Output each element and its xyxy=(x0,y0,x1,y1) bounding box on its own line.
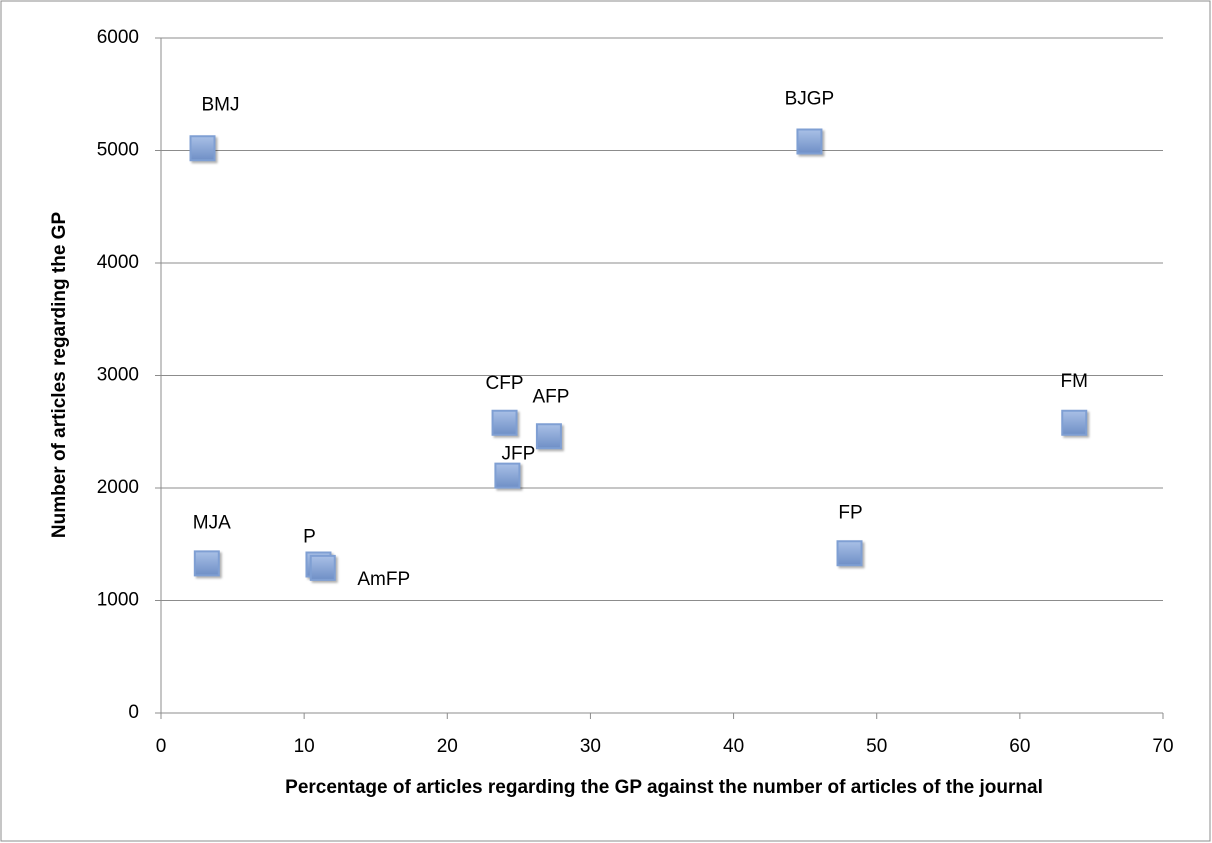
point-label: BJGP xyxy=(785,89,835,110)
y-tick-label: 3000 xyxy=(97,365,139,386)
marker xyxy=(309,554,336,581)
x-tick-label: 50 xyxy=(866,736,887,757)
y-axis-title: Number of articles regarding the GP xyxy=(49,212,70,539)
x-tick-label: 0 xyxy=(156,736,167,757)
point-label: MJA xyxy=(193,512,231,533)
x-tick-label: 60 xyxy=(1009,736,1030,757)
y-tick-label: 2000 xyxy=(97,477,139,498)
marker xyxy=(796,128,823,155)
x-tick-label: 20 xyxy=(437,736,458,757)
x-axis-title: Percentage of articles regarding the GP … xyxy=(285,777,1043,798)
point-label: CFP xyxy=(486,373,524,394)
x-tick-label: 70 xyxy=(1152,736,1173,757)
point-label: P xyxy=(303,527,316,548)
x-tick-label: 10 xyxy=(294,736,315,757)
y-tick-label: 1000 xyxy=(97,590,139,611)
y-tick-label: 4000 xyxy=(97,252,139,273)
marker xyxy=(193,550,220,577)
point-label: JFP xyxy=(502,444,536,465)
marker xyxy=(491,409,518,436)
point-label: FP xyxy=(838,502,862,523)
marker xyxy=(1061,409,1088,436)
marker xyxy=(494,462,521,489)
point-label: AFP xyxy=(532,386,569,407)
point-label: FM xyxy=(1061,371,1088,392)
y-tick-label: 6000 xyxy=(97,27,139,48)
marker xyxy=(836,540,863,567)
y-tick-label: 5000 xyxy=(97,140,139,161)
x-tick-label: 40 xyxy=(723,736,744,757)
marker xyxy=(535,423,562,450)
marker xyxy=(189,135,216,162)
point-label: AmFP xyxy=(357,569,410,590)
point-label: BMJ xyxy=(202,94,240,115)
y-tick-label: 0 xyxy=(128,702,139,723)
x-tick-label: 30 xyxy=(580,736,601,757)
